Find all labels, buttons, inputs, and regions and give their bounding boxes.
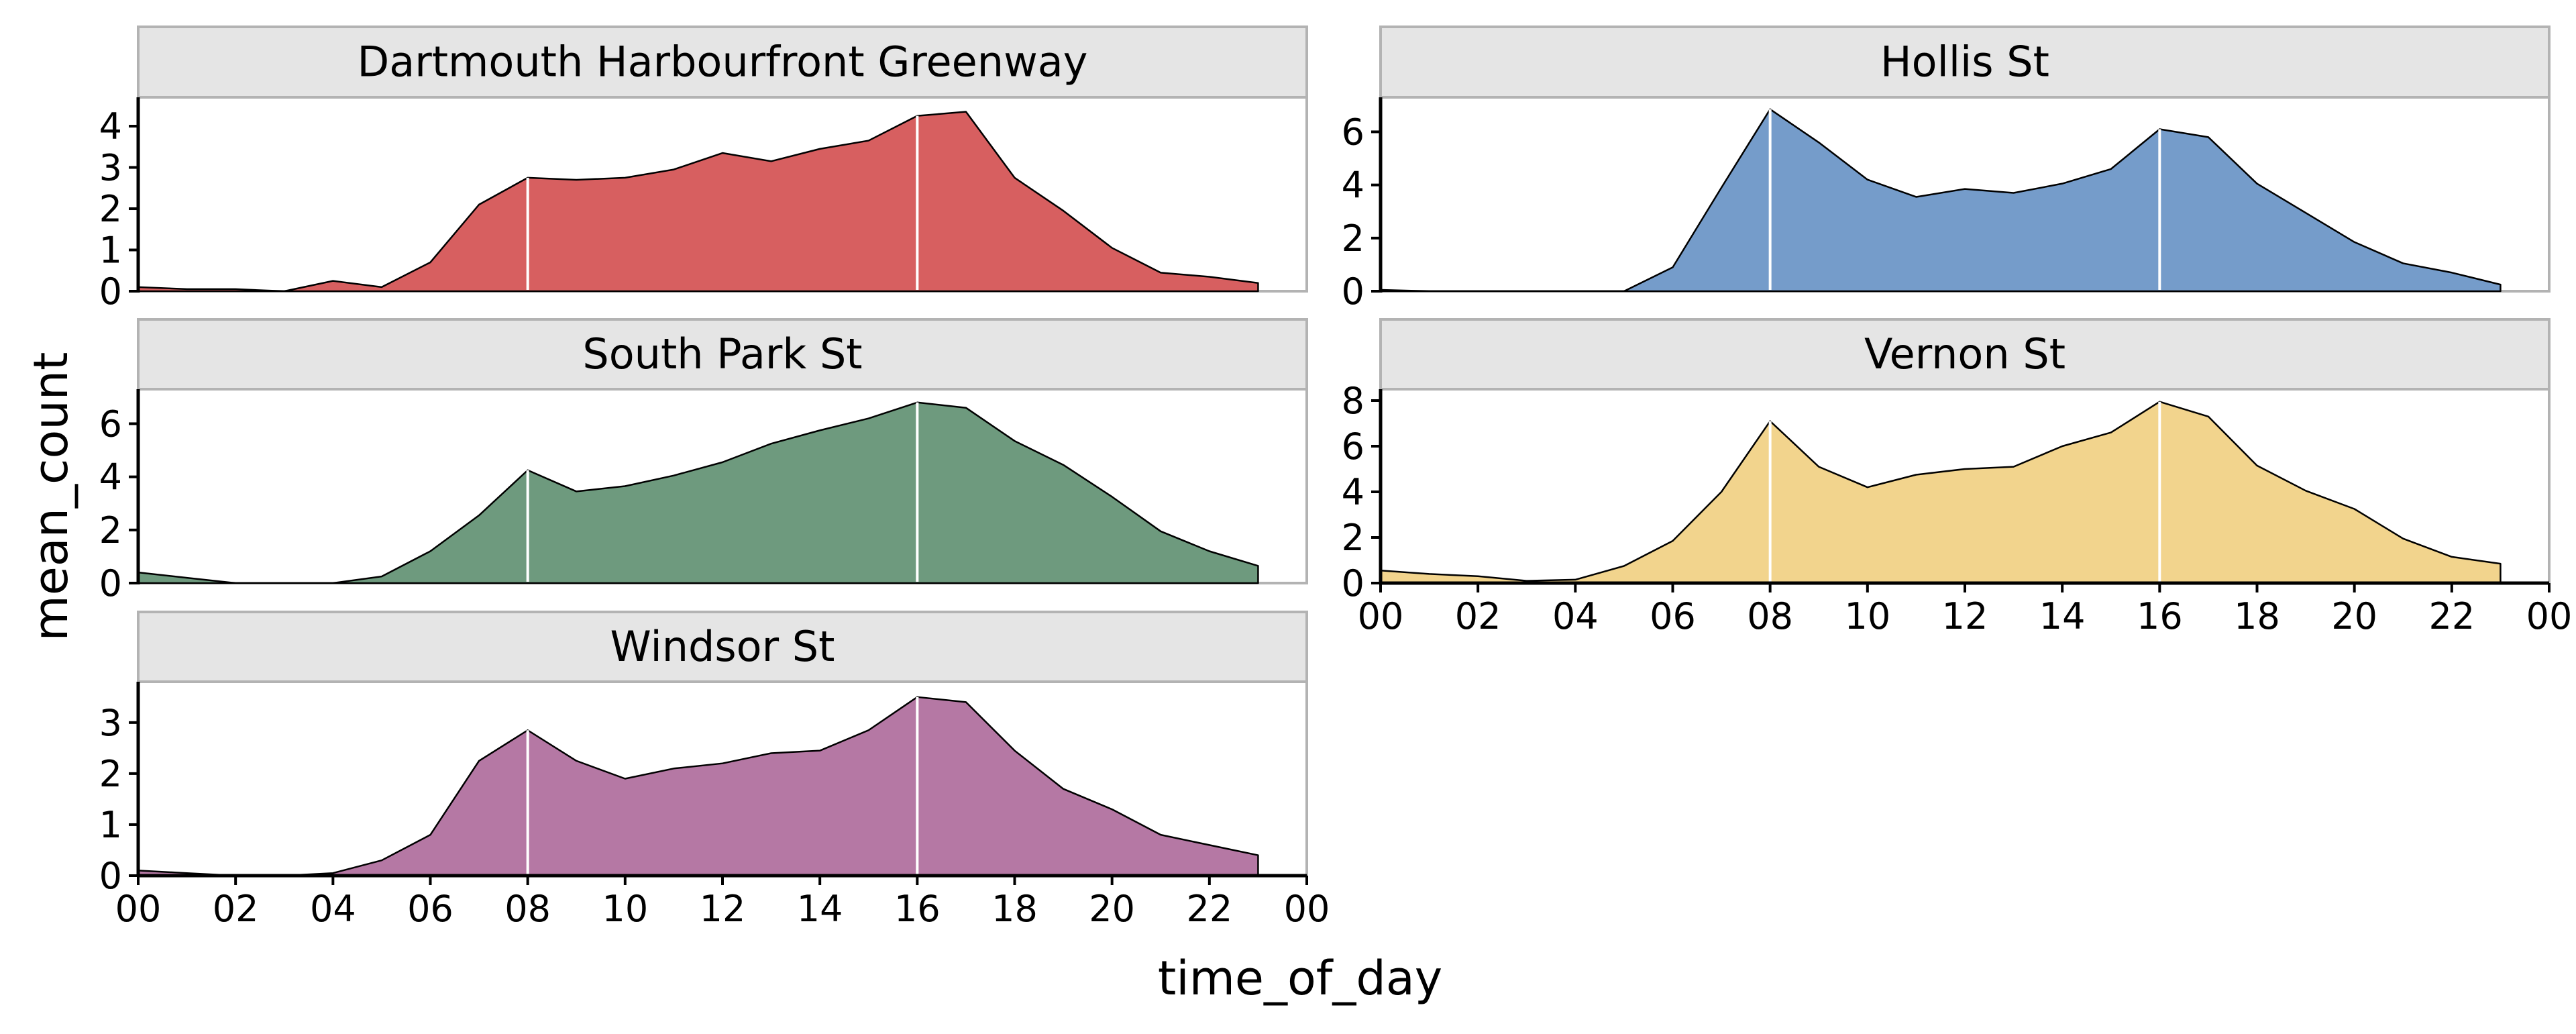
panels-layer: Dartmouth Harbourfront Greenway01234Holl… [99,25,2573,930]
y-tick-label-windsor-st-3: 3 [99,702,122,744]
x-tick-label-windsor-st-6: 12 [700,888,746,930]
y-tick-label-south-park-st-0: 0 [99,562,122,605]
x-tick-label-windsor-st-3: 06 [407,888,453,930]
y-tick-label-vernon-st-2: 2 [1342,517,1364,559]
x-tick-label-vernon-st-12: 00 [2526,595,2573,637]
x-tick-label-vernon-st-0: 00 [1358,595,1404,637]
facet-strip-vernon-st [1379,318,2551,391]
y-tick-label-dartmouth-harbourfront-greenway-3: 3 [99,147,122,189]
y-tick-label-dartmouth-harbourfront-greenway-4: 4 [99,105,122,148]
x-tick-label-vernon-st-1: 02 [1455,595,1501,637]
area-hollis-st [1379,108,2502,293]
x-tick-label-windsor-st-7: 14 [797,888,843,930]
x-tick-label-windsor-st-12: 00 [1284,888,1330,930]
y-tick-label-windsor-st-0: 0 [99,855,122,897]
facet-strip-dartmouth-harbourfront-greenway [137,25,1308,99]
x-tick-label-vernon-st-10: 20 [2331,595,2377,637]
facet-title-windsor-st: Windsor St [610,622,835,671]
y-tick-label-south-park-st-2: 2 [99,509,122,552]
y-tick-label-south-park-st-4: 4 [99,456,122,499]
area-windsor-st [137,696,1259,877]
facet-south-park-st: South Park St 0 2 4 6 [99,318,1308,605]
x-tick-label-windsor-st-10: 20 [1089,888,1135,930]
y-tick-label-hollis-st-2: 2 [1342,217,1364,260]
area-dartmouth-harbourfront-greenway [137,111,1259,293]
area-vernon-st [1379,401,2502,584]
y-tick-label-hollis-st-0: 0 [1342,270,1364,313]
x-tick-label-windsor-st-8: 16 [894,888,941,930]
facet-title-vernon-st: Vernon St [1864,329,2065,378]
x-tick-label-vernon-st-9: 18 [2234,595,2280,637]
x-tick-label-windsor-st-11: 22 [1186,888,1232,930]
facet-title-dartmouth-harbourfront-greenway: Dartmouth Harbourfront Greenway [358,38,1088,87]
y-tick-label-hollis-st-6: 6 [1342,111,1364,153]
facet-strip-hollis-st [1379,25,2551,99]
facet-hollis-st: Hollis St 0 2 4 6 [1342,25,2551,313]
x-tick-label-windsor-st-1: 02 [213,888,259,930]
x-tick-label-vernon-st-8: 16 [2137,595,2183,637]
y-tick-label-dartmouth-harbourfront-greenway-0: 0 [99,270,122,313]
x-tick-label-vernon-st-11: 22 [2428,595,2475,637]
y-axis-title: mean_count [23,352,78,641]
y-tick-label-vernon-st-4: 4 [1342,471,1364,513]
x-tick-label-vernon-st-3: 06 [1650,595,1696,637]
x-tick-label-windsor-st-5: 10 [602,888,648,930]
x-tick-label-vernon-st-2: 04 [1552,595,1599,637]
y-tick-label-vernon-st-8: 8 [1342,380,1364,422]
y-tick-label-vernon-st-0: 0 [1342,562,1364,605]
y-tick-label-windsor-st-2: 2 [99,753,122,795]
x-axis-title: time_of_day [1158,951,1442,1006]
x-tick-label-vernon-st-5: 10 [1844,595,1890,637]
area-south-park-st [137,401,1259,584]
x-tick-label-windsor-st-4: 08 [504,888,551,930]
x-tick-label-windsor-st-2: 04 [310,888,356,930]
y-tick-label-south-park-st-6: 6 [99,403,122,445]
x-tick-label-vernon-st-6: 12 [1942,595,1988,637]
x-tick-label-vernon-st-7: 14 [2039,595,2086,637]
facet-title-south-park-st: South Park St [582,329,862,378]
facet-strip-windsor-st [137,611,1308,683]
x-tick-label-windsor-st-9: 18 [991,888,1038,930]
y-tick-label-hollis-st-4: 4 [1342,164,1364,207]
y-tick-label-dartmouth-harbourfront-greenway-1: 1 [99,229,122,272]
facet-title-hollis-st: Hollis St [1880,38,2049,87]
y-tick-label-dartmouth-harbourfront-greenway-2: 2 [99,188,122,230]
y-tick-label-windsor-st-1: 1 [99,804,122,846]
y-tick-label-vernon-st-6: 6 [1342,425,1364,468]
x-tick-label-vernon-st-4: 08 [1747,595,1793,637]
x-tick-label-windsor-st-0: 00 [115,888,162,930]
